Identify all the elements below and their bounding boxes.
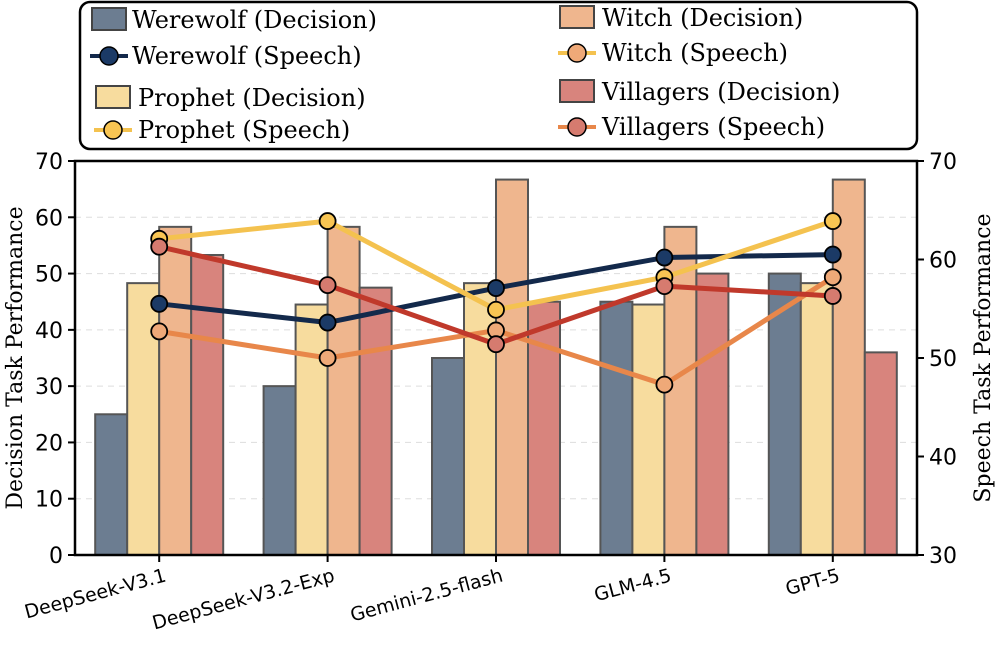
point-villagers-speech-gpt-5 <box>823 287 842 305</box>
legend-marker-villagers-speech <box>567 117 587 137</box>
y-tick-label: 0 <box>49 544 63 569</box>
y2-tick-label: 50 <box>929 347 957 372</box>
y-tick-label: 40 <box>35 319 63 344</box>
bar-werewolf-decision-gemini-2-5-flash <box>431 357 465 556</box>
legend-swatch-witch-decision <box>559 5 595 29</box>
y-tick-label: 10 <box>35 488 63 513</box>
bar-werewolf-decision-glm-4-5 <box>599 300 634 557</box>
bars <box>94 178 898 557</box>
y2-tick-label: 60 <box>929 249 957 274</box>
x-tick-label-gemini-2-5-flash: Gemini-2.5-flash <box>348 565 505 627</box>
y-axis-title: Decision Task Performance <box>3 206 28 509</box>
legend-marker-werewolf-speech <box>99 46 119 66</box>
bar-villagers-decision-gpt-5 <box>863 351 898 556</box>
legend-label-prophet-speech: Prophet (Speech) <box>138 116 350 144</box>
legend-label-witch-decision: Witch (Decision) <box>602 4 803 32</box>
legend-swatch-werewolf-decision <box>91 7 127 31</box>
point-witch-speech-deepseek-v3-1 <box>150 322 169 341</box>
bar-prophet-decision-glm-4-5 <box>631 303 666 556</box>
y2-tick-label: 70 <box>929 150 957 175</box>
point-witch-speech-gpt-5 <box>823 268 842 287</box>
bar-prophet-decision-deepseek-v3-2-exp <box>294 303 329 556</box>
legend-box <box>78 0 919 151</box>
point-prophet-speech-deepseek-v3-2-exp <box>318 212 337 230</box>
bar-prophet-decision-gpt-5 <box>799 282 834 556</box>
x-tick-label-glm-4-5: GLM-4.5 <box>592 565 674 607</box>
point-witch-speech-glm-4-5 <box>655 375 674 394</box>
legend-label-werewolf-speech: Werewolf (Speech) <box>132 42 362 70</box>
y2-axis-title: Speech Task Performance <box>971 213 996 502</box>
y-tick-label: 30 <box>35 375 63 400</box>
bar-werewolf-decision-deepseek-v3-2-exp <box>262 385 297 556</box>
y-tick-label: 60 <box>35 206 63 231</box>
point-werewolf-speech-deepseek-v3-1 <box>150 294 169 313</box>
bar-witch-decision-deepseek-v3-1 <box>158 225 193 556</box>
y-tick-label: 20 <box>35 431 63 456</box>
point-villagers-speech-gemini-2-5-flash <box>487 335 505 354</box>
point-werewolf-speech-gemini-2-5-flash <box>487 279 505 297</box>
point-villagers-speech-deepseek-v3-2-exp <box>318 276 337 295</box>
point-villagers-speech-deepseek-v3-1 <box>150 237 169 256</box>
bar-villagers-decision-deepseek-v3-2-exp <box>358 286 393 556</box>
point-werewolf-speech-deepseek-v3-2-exp <box>318 313 337 332</box>
y-tick-label: 50 <box>35 263 63 288</box>
point-prophet-speech-gemini-2-5-flash <box>487 300 505 319</box>
legend: Werewolf (Decision) Werewolf (Speech) Pr… <box>78 0 919 151</box>
x-tick-label-deepseek-v3-2-exp: DeepSeek-V3.2-Exp <box>150 565 337 635</box>
legend-swatch-prophet-decision <box>95 85 131 109</box>
x-tick-label-gpt-5: GPT-5 <box>783 565 842 600</box>
y2-tick-label: 30 <box>929 544 957 569</box>
bar-villagers-decision-deepseek-v3-1 <box>190 253 225 557</box>
bar-werewolf-decision-deepseek-v3-1 <box>94 413 129 556</box>
point-witch-speech-deepseek-v3-2-exp <box>318 349 337 367</box>
point-villagers-speech-glm-4-5 <box>655 277 674 295</box>
series-lines <box>150 212 842 394</box>
bar-witch-decision-deepseek-v3-2-exp <box>326 225 361 556</box>
legend-marker-witch-speech <box>567 43 587 63</box>
bar-villagers-decision-glm-4-5 <box>695 272 730 556</box>
legend-marker-prophet-speech <box>103 120 123 140</box>
legend-swatch-villagers-decision <box>559 79 595 103</box>
point-werewolf-speech-gpt-5 <box>823 245 842 264</box>
x-tick-label-deepseek-v3-1: DeepSeek-V3.1 <box>22 565 168 624</box>
legend-label-witch-speech: Witch (Speech) <box>602 39 788 67</box>
bar-witch-decision-gemini-2-5-flash <box>495 178 529 556</box>
y-tick-label: 70 <box>35 150 63 175</box>
point-werewolf-speech-glm-4-5 <box>655 248 674 267</box>
y2-tick-label: 40 <box>929 446 957 471</box>
point-prophet-speech-gpt-5 <box>823 212 842 230</box>
legend-label-prophet-decision: Prophet (Decision) <box>138 84 366 112</box>
legend-label-werewolf-decision: Werewolf (Decision) <box>132 6 377 34</box>
legend-label-villagers-speech: Villagers (Speech) <box>601 113 825 141</box>
bar-witch-decision-gpt-5 <box>831 178 866 556</box>
legend-label-villagers-decision: Villagers (Decision) <box>601 78 840 106</box>
